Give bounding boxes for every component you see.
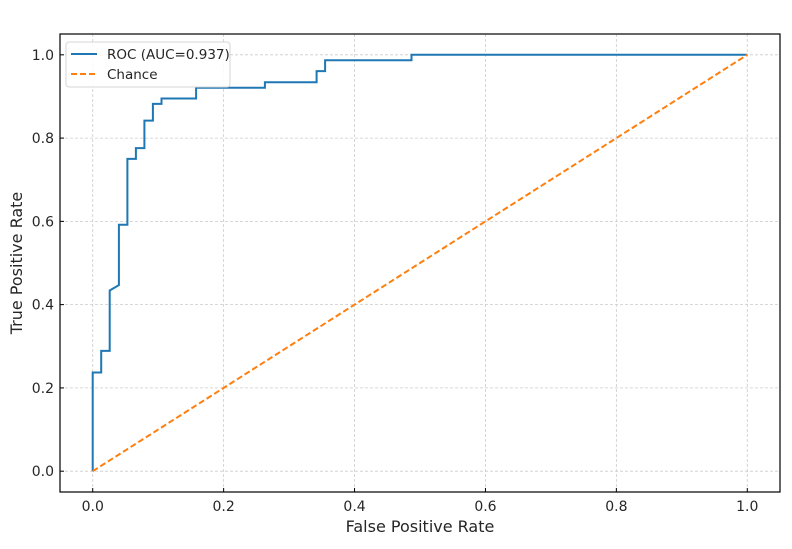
chance-line (92, 53, 748, 473)
x-tick-label: 0.4 (343, 499, 365, 515)
legend: ROC (AUC=0.937) Chance (65, 41, 231, 88)
y-tick-label: 0.2 (32, 381, 54, 397)
x-axis: 0.0 0.2 0.4 0.6 0.8 1.0 (82, 488, 758, 515)
x-tick-label: 0.2 (213, 499, 235, 515)
series-layer (91, 53, 748, 473)
x-tick-label: 0.0 (82, 499, 104, 515)
y-tick-label: 0.0 (32, 464, 54, 480)
legend-roc-label: ROC (AUC=0.937) (107, 47, 230, 63)
x-tick-label: 1.0 (736, 499, 758, 515)
plot-frame (59, 33, 781, 493)
y-tick-label: 1.0 (32, 48, 54, 64)
y-tick-label: 0.6 (32, 214, 54, 230)
x-tick-label: 0.8 (605, 499, 627, 515)
x-tick-label: 0.6 (474, 499, 496, 515)
y-axis-label: True Positive Rate (7, 192, 26, 336)
x-axis-label: False Positive Rate (346, 517, 495, 536)
legend-box (65, 41, 231, 88)
y-tick-label: 0.8 (32, 131, 54, 147)
legend-chance-label: Chance (107, 67, 158, 83)
y-axis: 0.0 0.2 0.4 0.6 0.8 1.0 (32, 48, 64, 480)
roc-curve (91, 53, 748, 472)
y-tick-label: 0.4 (32, 298, 54, 314)
